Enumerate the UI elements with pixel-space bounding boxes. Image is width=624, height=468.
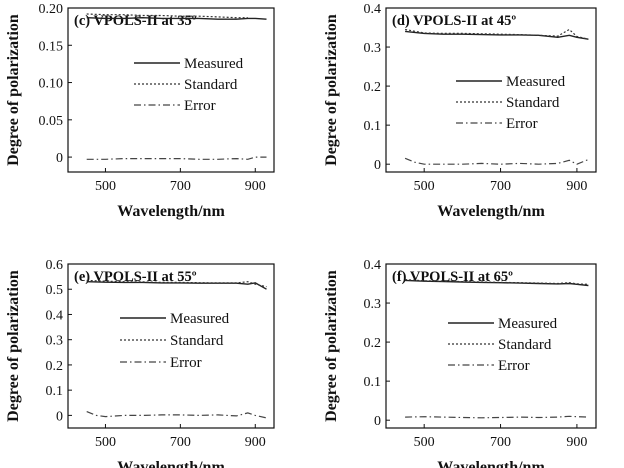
legend-label-measured: Measured: [506, 74, 566, 90]
legend-label-standard: Standard: [498, 337, 552, 353]
y-tick-label: 0.4: [364, 258, 382, 273]
legend-label-standard: Standard: [170, 333, 224, 349]
x-axis-title: Wavelength/nm: [437, 459, 545, 468]
y-tick-label: 0.10: [39, 77, 64, 92]
plot-frame: [67, 263, 275, 429]
y-tick-label: 0.4: [46, 308, 64, 323]
x-axis-title: Wavelength/nm: [117, 459, 225, 468]
y-tick-label: 0.05: [39, 114, 64, 129]
y-tick-label: 0.2: [46, 359, 64, 374]
series-line-standard: [405, 279, 589, 285]
series-line-measured: [86, 16, 267, 20]
y-axis-title: Degree of polarization: [323, 14, 340, 166]
series-line-measured: [405, 30, 589, 40]
x-tick-label: 700: [490, 435, 511, 450]
y-tick-label: 0.5: [46, 283, 64, 298]
y-tick-label: 0.15: [39, 39, 64, 54]
y-tick-label: 0.3: [364, 297, 382, 312]
x-tick-label: 900: [566, 435, 587, 450]
chart-panel-2: 500 700 900 0 0.1 0.2 0.3 0.4 0.5 0.6 Wavelength/n…: [5, 258, 275, 468]
chart-panel-0: 500 700 900 0 0.05 0.10 0.15 0.20 Wavelength/nm D…: [5, 2, 275, 220]
legend-label-measured: Measured: [170, 311, 230, 327]
x-tick-label: 500: [414, 435, 435, 450]
panel-title: (c) VPOLS-II at 35º: [74, 13, 197, 29]
y-tick-label: 0.1: [46, 384, 64, 399]
y-tick-label: 0.3: [46, 334, 64, 349]
legend-label-measured: Measured: [498, 316, 558, 332]
series-line-error: [86, 411, 267, 419]
legend-label-standard: Standard: [184, 77, 238, 93]
x-tick-label: 500: [414, 179, 435, 194]
y-tick-label: 0.2: [364, 336, 382, 351]
legend-label-error: Error: [506, 116, 538, 132]
legend-label-error: Error: [184, 98, 216, 114]
chart-panel-3: 500 700 900 0 0.1 0.2 0.3 0.4 Wavelength/nm Degre…: [323, 258, 597, 468]
legend-label-measured: Measured: [184, 56, 244, 72]
x-tick-label: 700: [490, 179, 511, 194]
series-line-measured: [86, 281, 267, 290]
series-line-standard: [404, 28, 589, 40]
series-line-standard: [86, 13, 248, 19]
y-tick-label: 0.2: [364, 80, 382, 95]
x-tick-label: 900: [245, 435, 266, 450]
x-tick-label: 900: [566, 179, 587, 194]
y-tick-label: 0.6: [46, 258, 64, 273]
series-line-error: [404, 157, 589, 165]
x-tick-label: 900: [245, 179, 266, 194]
y-tick-label: 0: [374, 158, 381, 173]
y-axis-title: Degree of polarization: [5, 270, 22, 422]
x-axis-title: Wavelength/nm: [437, 203, 545, 220]
chart-panel-1: 500 700 900 0 0.1 0.2 0.3 0.4 Wavelength/nm Degre…: [323, 2, 597, 220]
plot-frame: [67, 7, 275, 173]
series-line-error: [405, 415, 589, 419]
x-tick-label: 500: [95, 435, 116, 450]
y-tick-label: 0.20: [39, 2, 64, 17]
y-tick-label: 0.1: [364, 375, 382, 390]
y-tick-label: 0.1: [364, 119, 382, 134]
x-tick-label: 500: [95, 179, 116, 194]
x-axis-title: Wavelength/nm: [117, 203, 225, 220]
series-line-error: [86, 156, 267, 160]
x-tick-label: 700: [170, 435, 191, 450]
y-tick-label: 0: [56, 409, 63, 424]
legend-label-error: Error: [170, 355, 202, 371]
y-axis-title: Degree of polarization: [5, 14, 22, 166]
plot-frame: [385, 263, 597, 429]
y-axis-title: Degree of polarization: [323, 270, 340, 422]
y-tick-label: 0.4: [364, 2, 382, 17]
y-tick-label: 0.3: [364, 41, 382, 56]
legend-label-error: Error: [498, 358, 530, 374]
plot-frame: [385, 7, 597, 173]
y-tick-label: 0: [56, 151, 63, 166]
y-tick-label: 0: [374, 414, 381, 429]
legend-label-standard: Standard: [506, 95, 560, 111]
x-tick-label: 700: [170, 179, 191, 194]
panel-title: (d) VPOLS-II at 45º: [392, 13, 516, 29]
